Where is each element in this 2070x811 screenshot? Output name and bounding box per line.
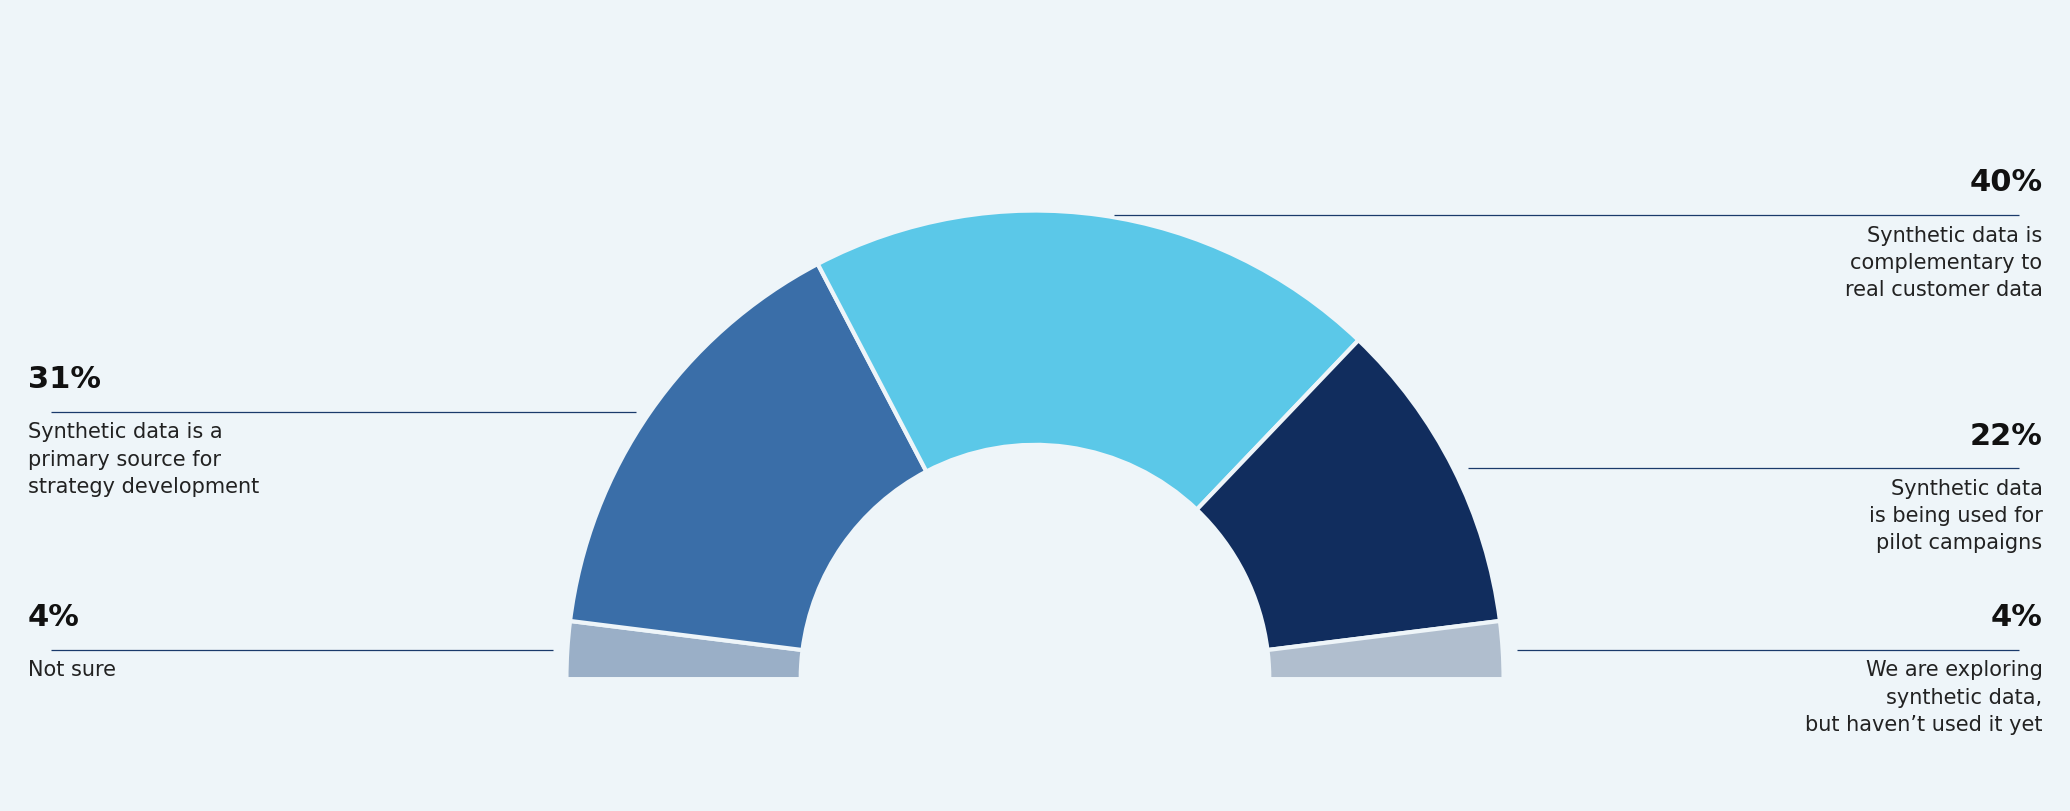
Text: Not sure: Not sure [27,659,116,680]
Text: 31%: 31% [27,365,101,394]
Text: 40%: 40% [1969,168,2043,197]
Wedge shape [818,212,1358,510]
Text: 4%: 4% [1991,603,2043,632]
Text: 22%: 22% [1969,421,2043,450]
Text: Synthetic data
is being used for
pilot campaigns: Synthetic data is being used for pilot c… [1869,478,2043,552]
Wedge shape [1267,621,1503,680]
Wedge shape [569,264,927,650]
Wedge shape [567,621,803,680]
Text: We are exploring
synthetic data,
but haven’t used it yet: We are exploring synthetic data, but hav… [1805,659,2043,734]
Wedge shape [1196,341,1501,650]
Text: 4%: 4% [27,603,79,632]
Text: Synthetic data is a
primary source for
strategy development: Synthetic data is a primary source for s… [27,422,259,496]
Text: Synthetic data is
complementary to
real customer data: Synthetic data is complementary to real … [1844,225,2043,299]
